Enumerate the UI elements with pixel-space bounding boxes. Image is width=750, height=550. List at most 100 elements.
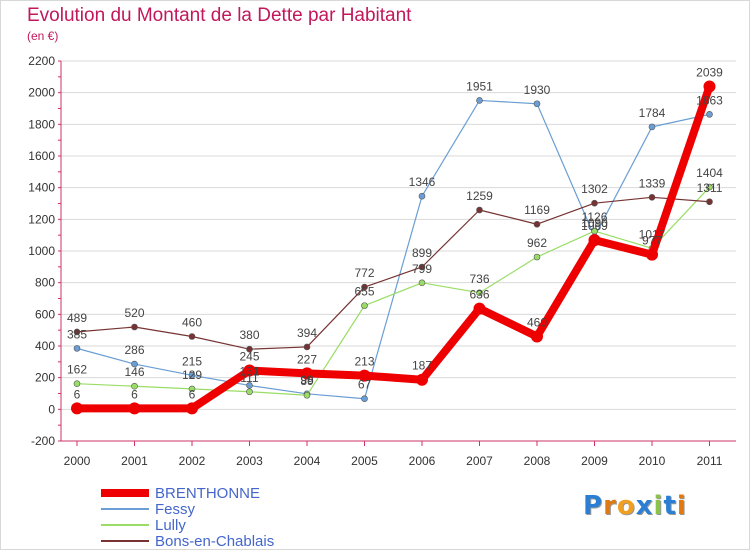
data-label: 1339 xyxy=(639,176,666,190)
series-line-lully xyxy=(76,186,711,396)
data-point xyxy=(533,220,541,228)
proxiti-logo: Proxiti xyxy=(583,491,687,521)
data-point xyxy=(473,302,486,315)
data-label: 151 xyxy=(239,364,259,378)
data-label: 394 xyxy=(297,326,317,340)
data-point xyxy=(188,371,196,379)
data-label: 380 xyxy=(239,328,259,342)
data-point xyxy=(73,345,81,352)
data-point xyxy=(706,111,713,118)
data-label: 655 xyxy=(354,285,374,299)
data-point xyxy=(418,279,426,287)
data-point xyxy=(648,123,656,131)
series-line-fessy xyxy=(76,99,711,400)
data-point xyxy=(361,302,368,309)
data-label: 227 xyxy=(297,352,317,366)
x-tick-label: 2010 xyxy=(639,454,666,468)
data-label: 1126 xyxy=(582,210,608,224)
data-label: 1346 xyxy=(409,175,436,189)
y-tick-label: 1800 xyxy=(28,117,55,131)
legend-item: Bons-en-Chablais xyxy=(101,533,274,550)
data-label: 772 xyxy=(354,266,374,280)
data-point xyxy=(531,330,543,343)
x-tick-label: 2009 xyxy=(581,454,608,468)
y-tick-label: 2200 xyxy=(28,54,55,68)
data-label: 736 xyxy=(469,272,489,286)
data-point xyxy=(591,199,598,207)
data-label: 489 xyxy=(67,311,87,325)
data-label: 1404 xyxy=(696,166,723,180)
data-point xyxy=(648,194,656,201)
data-point xyxy=(303,391,311,399)
data-point xyxy=(358,369,371,382)
data-point xyxy=(131,360,138,368)
data-label: 89 xyxy=(300,374,314,388)
y-tick-label: 0 xyxy=(48,402,55,416)
data-point xyxy=(361,395,368,403)
y-tick-label: 400 xyxy=(35,339,55,353)
legend-label: Fessy xyxy=(155,500,196,518)
data-point xyxy=(646,248,658,261)
data-label: 899 xyxy=(412,246,432,260)
data-label: 129 xyxy=(182,368,202,382)
data-label: 67 xyxy=(358,378,372,392)
legend-label: BRENTHONNE xyxy=(155,484,261,502)
data-label: 6 xyxy=(74,387,81,401)
data-point xyxy=(73,380,81,387)
data-point xyxy=(418,192,426,200)
data-point xyxy=(418,263,426,271)
y-tick-label: -200 xyxy=(31,434,55,448)
legend-item: BRENTHONNE xyxy=(101,484,274,502)
x-tick-label: 2005 xyxy=(351,454,378,468)
data-label: 111 xyxy=(240,371,259,385)
data-label: 460 xyxy=(527,316,547,330)
data-point xyxy=(533,253,541,261)
y-tick-label: 2000 xyxy=(28,86,55,100)
y-tick-label: 800 xyxy=(35,276,55,290)
data-label: 1951 xyxy=(466,79,493,93)
data-label: 213 xyxy=(354,355,374,369)
data-label: 1784 xyxy=(639,106,666,120)
data-point xyxy=(246,382,253,389)
data-point xyxy=(416,373,428,386)
y-tick-label: 600 xyxy=(35,307,55,321)
data-point xyxy=(73,328,81,336)
data-point xyxy=(591,227,598,235)
data-label: 385 xyxy=(67,327,87,341)
x-tick-label: 2008 xyxy=(524,454,551,468)
data-label: 1930 xyxy=(524,83,551,97)
data-point xyxy=(361,283,368,291)
data-label: 1169 xyxy=(524,203,550,217)
legend-item: Fessy xyxy=(101,500,274,518)
data-point xyxy=(706,183,713,191)
data-point xyxy=(301,367,313,380)
data-point xyxy=(588,234,601,247)
legend: BRENTHONNE Fessy Lully Bons-en-Chablais xyxy=(101,484,274,550)
legend-swatch xyxy=(101,489,149,497)
legend-swatch xyxy=(101,524,149,526)
data-point xyxy=(246,388,253,396)
data-label: 977 xyxy=(642,234,662,248)
data-point xyxy=(703,80,716,93)
data-label: 1311 xyxy=(697,181,723,195)
data-label: 1259 xyxy=(466,189,493,203)
y-tick-label: 1000 xyxy=(28,244,55,258)
x-tick-label: 2002 xyxy=(179,454,206,468)
data-point xyxy=(476,97,483,104)
data-point xyxy=(128,402,141,415)
data-label: 2039 xyxy=(696,65,723,79)
data-point xyxy=(476,206,483,214)
y-tick-label: 1400 xyxy=(28,181,55,195)
data-label: 187 xyxy=(412,359,432,373)
data-point xyxy=(188,385,196,393)
data-point xyxy=(246,345,253,353)
data-label: 1863 xyxy=(696,93,723,107)
data-point xyxy=(71,402,83,415)
x-tick-label: 2007 xyxy=(466,454,493,468)
data-point xyxy=(131,382,138,390)
data-label: 520 xyxy=(124,306,144,320)
data-label: 460 xyxy=(182,316,202,330)
data-label: 245 xyxy=(239,350,259,364)
